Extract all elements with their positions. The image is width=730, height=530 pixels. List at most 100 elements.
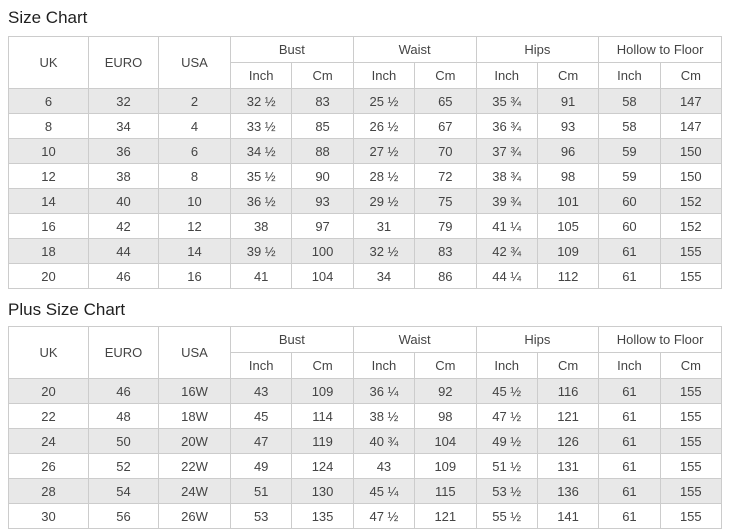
table-cell: 61 [598, 503, 661, 529]
table-cell: 51 [229, 478, 293, 504]
table-cell: 36 ¾ [475, 113, 538, 139]
table-cell: 38 ½ [352, 403, 416, 429]
table-cell: 131 [536, 453, 600, 479]
table-cell: 49 ½ [475, 428, 538, 454]
table-cell: 109 [291, 378, 354, 404]
col-subheader-bust-inch: Inch [229, 352, 293, 379]
table-cell: 155 [659, 263, 723, 289]
table-cell: 61 [598, 263, 661, 289]
col-subheader-hips-cm: Cm [536, 352, 600, 379]
table-cell: 130 [291, 478, 354, 504]
table-cell: 38 ¾ [475, 163, 538, 189]
table-cell: 14 [158, 238, 231, 264]
col-subheader-hollow-cm: Cm [659, 352, 723, 379]
table-cell: 39 ¾ [475, 188, 538, 214]
col-subheader-bust-cm: Cm [291, 352, 354, 379]
table-cell: 61 [598, 428, 661, 454]
col-header-uk: UK [8, 326, 89, 379]
size-chart-body: 6 32 2 32 ½ 83 25 ½ 65 35 ¾ 91 58 147 8 34 4 33 ½ 85 26 … [8, 88, 723, 289]
table-cell: 38 [229, 213, 293, 239]
table-cell: 42 ¾ [475, 238, 538, 264]
table-cell: 30 [8, 503, 89, 529]
plus-size-chart-table: UK EURO USA Bust Waist Hips Hollow to Fl… [8, 326, 723, 529]
table-cell: 6 [158, 138, 231, 164]
table-row: 28 54 24W 51 130 45 ¼ 115 53 ½ 136 61 155 [8, 478, 723, 504]
table-cell: 147 [659, 113, 723, 139]
table-cell: 101 [536, 188, 600, 214]
table-cell: 147 [659, 88, 723, 114]
table-cell: 44 ¼ [475, 263, 538, 289]
table-cell: 83 [414, 238, 477, 264]
table-cell: 34 [88, 113, 159, 139]
col-subheader-waist-cm: Cm [414, 352, 477, 379]
table-cell: 44 [88, 238, 159, 264]
col-header-euro: EURO [88, 326, 159, 379]
table-cell: 88 [291, 138, 354, 164]
table-cell: 20 [8, 378, 89, 404]
table-cell: 26 [8, 453, 89, 479]
table-cell: 61 [598, 238, 661, 264]
table-cell: 93 [536, 113, 600, 139]
table-cell: 33 ½ [229, 113, 293, 139]
table-cell: 65 [414, 88, 477, 114]
table-cell: 155 [659, 503, 723, 529]
table-row: 10 36 6 34 ½ 88 27 ½ 70 37 ¾ 96 59 150 [8, 138, 723, 164]
table-cell: 47 [229, 428, 293, 454]
col-subheader-hollow-cm: Cm [659, 62, 723, 89]
table-cell: 18 [8, 238, 89, 264]
table-cell: 92 [414, 378, 477, 404]
col-subheader-bust-cm: Cm [291, 62, 354, 89]
col-header-usa: USA [158, 326, 231, 379]
table-cell: 150 [659, 138, 723, 164]
table-cell: 115 [414, 478, 477, 504]
table-cell: 35 ½ [229, 163, 293, 189]
table-cell: 121 [536, 403, 600, 429]
table-cell: 35 ¾ [475, 88, 538, 114]
table-cell: 22W [158, 453, 231, 479]
size-charts-section: Size Chart UK EURO USA Bust Waist Hips H… [8, 8, 730, 529]
col-subheader-hollow-inch: Inch [598, 62, 661, 89]
table-cell: 152 [659, 213, 723, 239]
table-cell: 60 [598, 188, 661, 214]
table-cell: 55 ½ [475, 503, 538, 529]
table-row: 14 40 10 36 ½ 93 29 ½ 75 39 ¾ 101 60 152 [8, 188, 723, 214]
table-cell: 141 [536, 503, 600, 529]
plus-size-chart-header: UK EURO USA Bust Waist Hips Hollow to Fl… [8, 326, 723, 379]
table-cell: 22 [8, 403, 89, 429]
table-cell: 155 [659, 428, 723, 454]
size-chart-table: UK EURO USA Bust Waist Hips Hollow to Fl… [8, 36, 723, 289]
table-cell: 36 ½ [229, 188, 293, 214]
col-group-hips: Hips [475, 326, 600, 353]
table-row: 16 42 12 38 97 31 79 41 ¼ 105 60 152 [8, 213, 723, 239]
table-cell: 104 [291, 263, 354, 289]
table-row: 24 50 20W 47 119 40 ¾ 104 49 ½ 126 61 155 [8, 428, 723, 454]
table-cell: 104 [414, 428, 477, 454]
table-cell: 79 [414, 213, 477, 239]
table-cell: 34 ½ [229, 138, 293, 164]
col-subheader-bust-inch: Inch [229, 62, 293, 89]
table-cell: 86 [414, 263, 477, 289]
table-cell: 6 [8, 88, 89, 114]
table-cell: 152 [659, 188, 723, 214]
table-cell: 42 [88, 213, 159, 239]
table-cell: 119 [291, 428, 354, 454]
table-cell: 28 [8, 478, 89, 504]
table-cell: 60 [598, 213, 661, 239]
table-cell: 41 ¼ [475, 213, 538, 239]
table-cell: 45 ¼ [352, 478, 416, 504]
size-chart-title: Size Chart [8, 8, 88, 27]
table-cell: 116 [536, 378, 600, 404]
table-cell: 43 [229, 378, 293, 404]
col-subheader-hips-inch: Inch [475, 352, 538, 379]
table-cell: 12 [8, 163, 89, 189]
table-cell: 155 [659, 238, 723, 264]
table-cell: 29 ½ [352, 188, 416, 214]
table-row: 30 56 26W 53 135 47 ½ 121 55 ½ 141 61 155 [8, 503, 723, 529]
table-cell: 91 [536, 88, 600, 114]
table-cell: 43 [352, 453, 416, 479]
table-cell: 12 [158, 213, 231, 239]
table-cell: 85 [291, 113, 354, 139]
table-cell: 49 [229, 453, 293, 479]
plus-size-chart-body: 20 46 16W 43 109 36 ¼ 92 45 ½ 116 61 155 22 48 18W 45 1… [8, 378, 723, 529]
table-cell: 32 [88, 88, 159, 114]
